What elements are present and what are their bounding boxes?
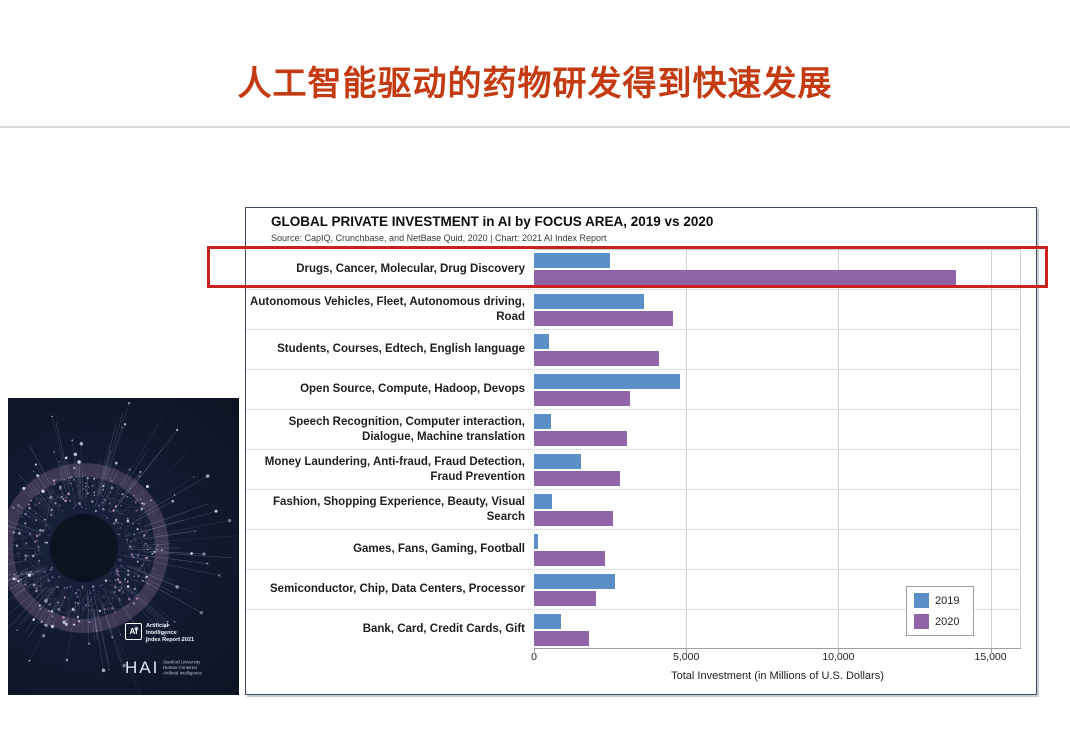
bar-2020 [534,511,614,526]
bar-group [534,450,1021,489]
bar-group [534,410,1021,449]
hai-logo-text: Stanford University Human-Centered Artific… [163,660,202,677]
bar-group [534,530,1021,569]
bar-group [534,490,1021,529]
brand-text-line: Artificial Intelligence [163,670,203,676]
category-label: Autonomous Vehicles, Fleet, Autonomous d… [250,296,525,323]
chart-title: GLOBAL PRIVATE INVESTMENT in AI by FOCUS… [271,214,714,229]
bar-2019 [534,253,611,268]
category-label: Money Laundering, Anti-fraud, Fraud Dete… [264,456,525,483]
chart-legend: 2019 2020 [906,586,974,636]
bar-2020 [534,311,674,326]
x-tick-mark [686,649,688,654]
bar-group [534,610,1021,649]
x-tick-mark [838,649,840,654]
hai-logo-row: HAI Stanford University Human-Centered Art… [125,653,234,683]
x-tick-label: 10,000 [822,651,855,663]
x-tick-label: 5,000 [673,651,700,663]
bar-2020 [534,591,597,606]
bar-2019 [534,614,562,629]
legend-item-2020: 2020 [914,614,966,629]
bar-2019 [534,334,550,349]
bar-2019 [534,574,615,589]
ai-index-report-cover-image: AI Artificial Intelligence Index Report 20… [8,398,239,695]
chart-source: Source: CapIQ, Crunchbase, and NetBase Q… [271,233,607,243]
bar-group [534,570,1021,609]
category-label: Drugs, Cancer, Molecular, Drug Discovery [296,262,525,275]
chart-row: Students, Courses, Edtech, English langu… [246,329,1021,369]
bar-2020 [534,471,621,486]
x-axis-title: Total Investment (in Millions of U.S. Do… [671,670,884,682]
category-label: Students, Courses, Edtech, English langu… [277,343,525,356]
chart-row: Drugs, Cancer, Molecular, Drug Discovery [246,249,1021,289]
legend-label-2020: 2020 [935,615,960,628]
bar-2019 [534,294,644,309]
bar-2020 [534,391,630,406]
network-starburst-graphic [8,402,239,695]
bar-2020 [534,631,590,646]
brand-text-line: Stanford University [163,659,201,665]
cover-brand-block: AI Artificial Intelligence Index Report 20… [124,616,234,683]
chart-row: Games, Fans, Gaming, Football [246,529,1021,569]
slide-title: 人工智能驱动的药物研发得到快速发展 [237,65,833,103]
plot-area: Drugs, Cancer, Molecular, Drug Discovery… [246,249,1021,649]
brand-text-line: Index Report 2021 [145,635,195,642]
chart-row: Speech Recognition, Computer interaction… [246,409,1021,449]
bar-2019 [534,414,552,429]
category-label: Bank, Card, Credit Cards, Gift [362,623,525,636]
bar-group [534,330,1021,369]
red-highlight-rectangle [207,246,1048,288]
ai-index-logo-row: AI Artificial Intelligence Index Report 20… [124,616,234,648]
title-divider-line [0,126,1070,128]
brand-text-line: Intelligence [145,628,177,635]
x-tick-label: 15,000 [974,651,1007,663]
bar-2020 [534,270,956,285]
bar-group [534,370,1021,409]
chart-row: Autonomous Vehicles, Fleet, Autonomous d… [246,289,1021,329]
x-axis-tick-labels: 0 5,000 10,000 15,000 [531,651,1021,665]
bar-2019 [534,494,552,509]
category-label: Games, Fans, Gaming, Football [353,543,525,556]
brand-text-line: Human-Centered [163,665,198,671]
hai-logo-icon: HAI [124,658,160,677]
category-label: Semiconductor, Chip, Data Centers, Proce… [270,583,525,596]
plot-rows: Drugs, Cancer, Molecular, Drug Discovery… [246,249,1021,649]
legend-label-2019: 2019 [935,594,960,607]
bar-2019 [534,534,538,549]
chart-row: Fashion, Shopping Experience, Beauty, Vi… [246,489,1021,529]
legend-item-2019: 2019 [914,593,966,608]
x-tick-mark [990,649,992,654]
bar-2019 [534,374,681,389]
category-label: Speech Recognition, Computer interaction… [288,416,525,443]
legend-swatch-2019 [914,593,929,608]
bar-2020 [534,351,659,366]
bar-2020 [534,431,627,446]
category-label: Open Source, Compute, Hadoop, Devops [300,383,525,396]
chart-row: Bank, Card, Credit Cards, Gift [246,609,1021,649]
chart-panel: GLOBAL PRIVATE INVESTMENT in AI by FOCUS… [245,207,1037,695]
ai-index-logo-icon: AI [124,623,142,641]
chart-row: Money Laundering, Anti-fraud, Fraud Dete… [246,449,1021,489]
bar-2019 [534,454,582,469]
bar-group [534,290,1021,329]
bar-2020 [534,551,605,566]
chart-row: Semiconductor, Chip, Data Centers, Proce… [246,569,1021,609]
x-tick-label: 0 [531,651,537,663]
x-tick-mark [534,649,535,654]
bar-group [534,249,1021,289]
category-label: Fashion, Shopping Experience, Beauty, Vi… [273,496,525,523]
chart-row: Open Source, Compute, Hadoop, Devops [246,369,1021,409]
brand-text-line: Artificial [145,621,169,628]
legend-swatch-2020 [914,614,929,629]
ai-index-logo-text: Artificial Intelligence Index Report 2021 [146,622,194,642]
